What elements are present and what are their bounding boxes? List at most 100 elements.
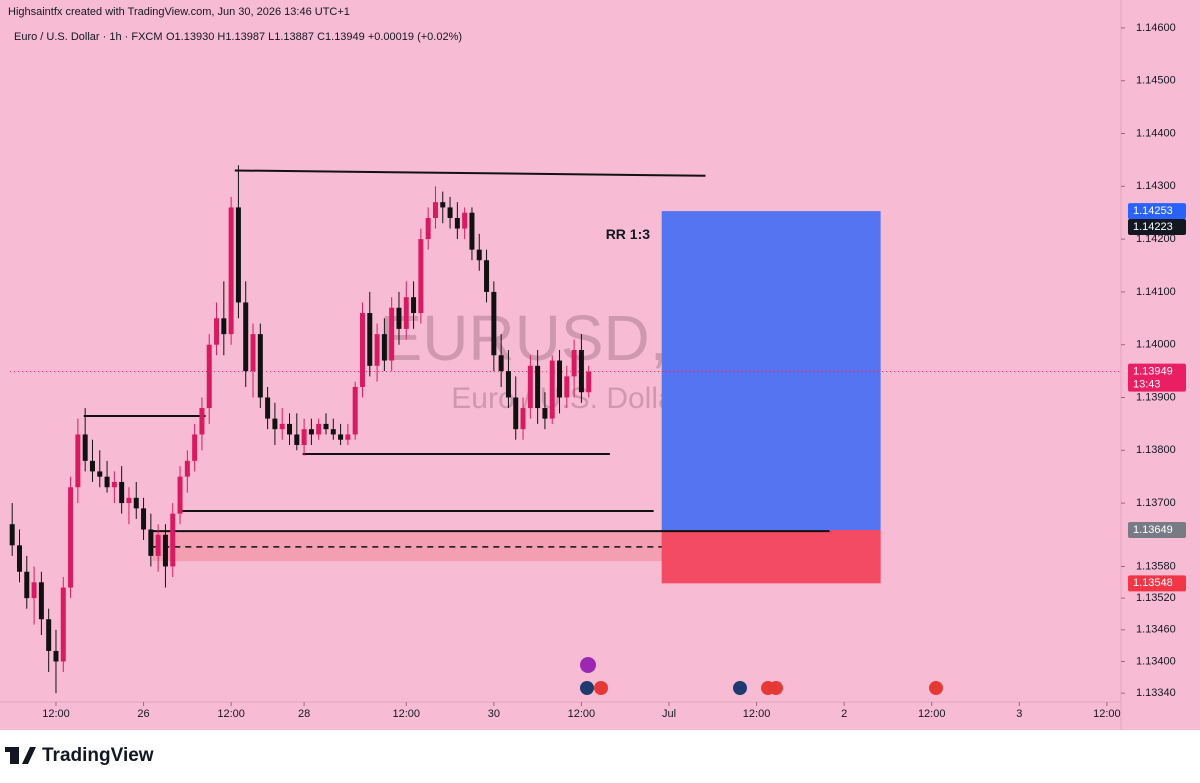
- candle-body: [214, 318, 220, 345]
- candle-body: [192, 434, 198, 461]
- y-tick-label: 1.14200: [1136, 233, 1176, 245]
- symbol: Euro / U.S. Dollar · 1h · FXCM: [14, 31, 163, 43]
- level-line: [234, 169, 706, 177]
- candle-body: [141, 508, 147, 530]
- candle-body: [279, 423, 285, 430]
- y-tick-label: 1.14100: [1136, 286, 1176, 298]
- candle-body: [418, 239, 424, 314]
- price-tag-label: 1.13649: [1133, 524, 1173, 536]
- candle-body: [60, 587, 66, 662]
- candle-body: [396, 307, 402, 329]
- candle-body: [250, 334, 256, 372]
- candle-body: [389, 307, 395, 361]
- x-tick-label: 30: [488, 708, 500, 720]
- candle-body: [206, 344, 212, 409]
- candle-body: [316, 423, 322, 435]
- stop-box: [661, 530, 881, 584]
- y-tick-label: 1.14400: [1136, 127, 1176, 139]
- price-tag: [1128, 203, 1186, 220]
- candle-body: [330, 429, 336, 435]
- x-tick-label: 12:00: [568, 708, 596, 720]
- candle-body: [287, 423, 293, 435]
- candle-body: [53, 650, 59, 662]
- candle-body: [440, 202, 446, 208]
- candle-body: [432, 202, 438, 218]
- price-tag: [1128, 575, 1186, 592]
- candle-body: [381, 334, 387, 361]
- candle-body: [221, 318, 227, 335]
- candle-body: [228, 207, 234, 335]
- x-tick-label: 12:00: [42, 708, 70, 720]
- y-tick-label: 1.14300: [1136, 180, 1176, 192]
- x-tick-label: 28: [298, 708, 310, 720]
- candle-body: [586, 371, 592, 393]
- candle-body: [505, 371, 511, 398]
- candle-body: [257, 334, 263, 398]
- candle-body: [491, 291, 497, 356]
- candle-body: [155, 534, 161, 556]
- candle-body: [498, 355, 504, 372]
- logo-mark: [10, 747, 19, 764]
- y-tick-label: 1.13400: [1136, 655, 1176, 667]
- candle-body: [119, 481, 125, 504]
- price-tag-sub: 13:43: [1133, 379, 1161, 391]
- candle-body: [469, 212, 475, 250]
- price-tag: [1128, 218, 1186, 235]
- candle-body: [272, 418, 278, 430]
- y-tick-label: 1.13340: [1136, 687, 1176, 699]
- candle-body: [578, 349, 584, 393]
- candle-body: [323, 423, 329, 430]
- candle-body: [82, 434, 88, 461]
- y-tick-label: 1.13700: [1136, 497, 1176, 509]
- candle-body: [454, 217, 460, 229]
- y-tick-label: 1.14600: [1136, 22, 1176, 34]
- x-tick-label: 12:00: [743, 708, 771, 720]
- icon: [929, 681, 943, 695]
- candle-body: [104, 476, 110, 488]
- icon: [580, 681, 594, 695]
- candle-body: [265, 397, 271, 419]
- candle-body: [199, 408, 205, 435]
- candle-body: [97, 471, 103, 477]
- candle-body: [75, 434, 81, 488]
- candle-body: [177, 476, 183, 514]
- candle-body: [24, 571, 30, 599]
- candle-body: [184, 460, 190, 477]
- candle-body: [352, 386, 358, 435]
- target-box: [661, 211, 881, 531]
- x-tick-label: 12:00: [918, 708, 946, 720]
- x-tick-label: 12:00: [393, 708, 421, 720]
- candle-body: [294, 434, 300, 446]
- candle-body: [549, 360, 555, 419]
- event-icons: [580, 657, 943, 695]
- candle-body: [557, 360, 563, 398]
- candle-body: [535, 365, 541, 409]
- candle-body: [338, 434, 344, 440]
- candle-body: [462, 212, 468, 229]
- candle-body: [520, 408, 526, 430]
- candle-body: [16, 545, 22, 572]
- candle-body: [243, 302, 249, 372]
- candle-body: [403, 297, 409, 329]
- candle-body: [301, 429, 307, 446]
- price-tag-label: 1.14223: [1133, 221, 1173, 233]
- y-tick-label: 1.13580: [1136, 560, 1176, 572]
- icon: [594, 681, 608, 695]
- candle-body: [38, 582, 44, 620]
- price-tag-label: 1.14253: [1133, 205, 1173, 217]
- candle-body: [126, 497, 132, 504]
- candle-body: [367, 313, 373, 366]
- ohlc-text: O1.13930 H1.13987 L1.13887 C1.13949 +0.0…: [166, 31, 462, 43]
- candle-body: [111, 481, 117, 488]
- icon: [769, 681, 783, 695]
- rr-label: RR 1:3: [606, 226, 651, 242]
- candle-body: [374, 334, 380, 366]
- y-tick-label: 1.13800: [1136, 444, 1176, 456]
- candle-body: [425, 217, 431, 240]
- y-tick-label: 1.13460: [1136, 624, 1176, 636]
- credit: Highsaintfx created with TradingView.com…: [8, 6, 350, 18]
- candle-body: [527, 365, 533, 409]
- brand: TradingView: [42, 745, 154, 766]
